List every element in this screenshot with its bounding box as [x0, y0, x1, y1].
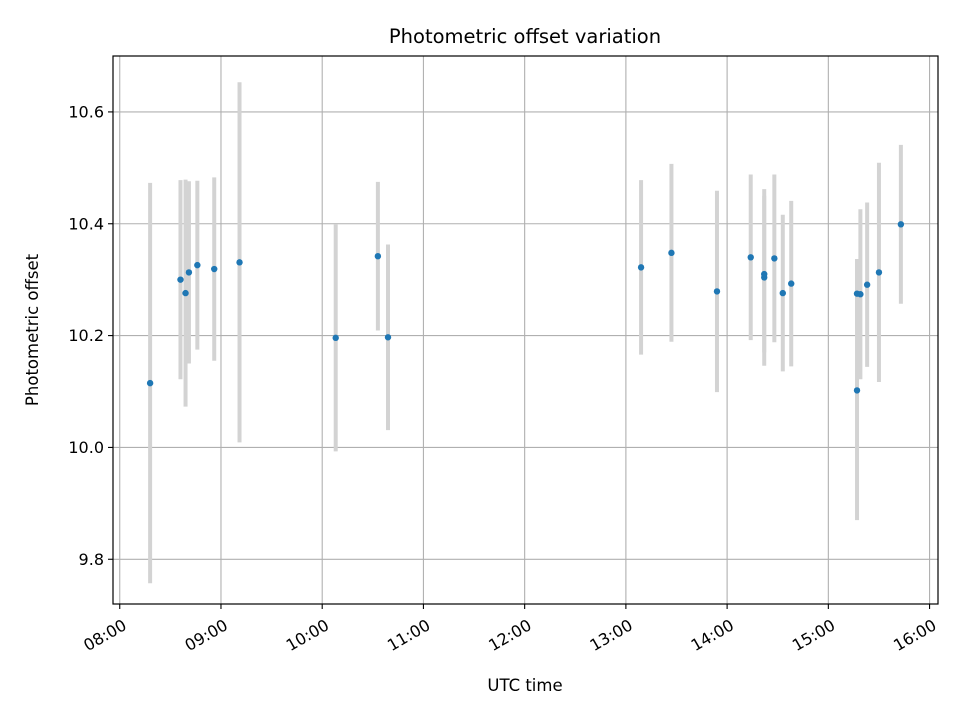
data-point — [332, 334, 339, 342]
data-point — [713, 288, 721, 295]
data-point — [637, 264, 645, 271]
data-point — [374, 252, 382, 260]
data-point — [771, 255, 778, 262]
data-point — [853, 387, 861, 394]
grid — [113, 56, 938, 604]
data-point — [236, 259, 243, 266]
data-point — [788, 280, 795, 287]
data-point — [761, 270, 768, 278]
y-tick-label: 10.6 — [68, 102, 104, 121]
data-point — [211, 265, 218, 273]
data-point — [668, 249, 675, 257]
data-point — [146, 379, 154, 387]
plot-area-frame — [112, 55, 939, 605]
data-point — [185, 269, 193, 276]
data-point — [779, 289, 786, 297]
y-tick-label: 10.4 — [68, 214, 104, 233]
data-point — [857, 291, 864, 298]
chart-title: Photometric offset variation — [389, 25, 661, 48]
y-tick-label: 9.8 — [79, 550, 104, 569]
data-point — [177, 276, 184, 283]
data-point — [182, 289, 189, 297]
data-point — [897, 221, 905, 228]
data-point — [194, 261, 201, 269]
data-point — [384, 334, 392, 341]
y-axis-ticks: 9.8 10.0 10.2 10.4 10.6 — [68, 102, 113, 569]
y-tick-label: 10.0 — [68, 438, 104, 457]
y-tick-label: 10.2 — [68, 326, 104, 345]
y-axis-label: Photometric offset — [23, 253, 42, 406]
data-point — [863, 281, 871, 288]
x-axis-label: UTC time — [487, 676, 562, 695]
data-points — [146, 221, 905, 394]
data-point — [747, 254, 754, 261]
data-point — [875, 269, 883, 276]
